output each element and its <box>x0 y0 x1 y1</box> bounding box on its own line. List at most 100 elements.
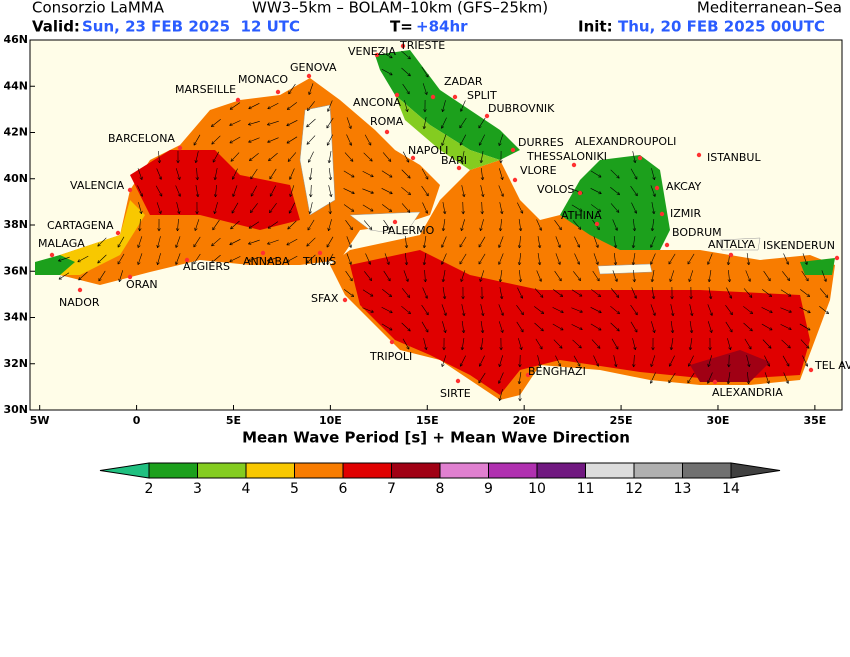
arrow <box>461 185 465 197</box>
arrow <box>498 134 504 146</box>
colorbar-label: 10 <box>528 481 546 497</box>
arrow <box>480 304 484 316</box>
arrow-head <box>211 123 215 128</box>
arrow-head <box>576 261 581 265</box>
city-dot <box>664 242 670 248</box>
city-label: ROMA <box>370 115 404 128</box>
arrow-head <box>728 346 732 350</box>
arrow <box>633 269 635 283</box>
colorbar-box <box>391 462 441 479</box>
city-dot <box>525 372 531 378</box>
colorbar-box <box>197 462 247 479</box>
arrow <box>309 202 313 214</box>
x-tick-label: 5W <box>30 414 50 427</box>
city-dot <box>696 152 702 158</box>
arrow <box>728 270 730 282</box>
arrow-head <box>651 347 655 351</box>
arrow-head <box>407 310 411 315</box>
arrow <box>631 202 637 214</box>
arrow <box>327 134 333 146</box>
arrow <box>610 305 620 315</box>
arrow-head <box>350 208 355 212</box>
city-label: ANCONA <box>353 96 401 109</box>
arrow <box>536 270 542 282</box>
city-label: MALAGA <box>38 237 85 250</box>
arrow <box>650 236 656 248</box>
arrow <box>802 253 808 265</box>
arrow <box>97 254 107 264</box>
arrow <box>343 170 355 178</box>
city-dot <box>260 250 266 256</box>
city-dot <box>275 89 281 95</box>
arrow-head <box>498 363 502 367</box>
arrow-head <box>425 74 429 78</box>
arrow-head <box>77 259 81 263</box>
arrow-head <box>804 363 809 367</box>
arrow-head <box>707 363 711 367</box>
arrow-head <box>404 245 409 249</box>
arrow <box>651 219 655 231</box>
arrow <box>306 237 316 247</box>
arrow <box>499 270 503 282</box>
arrow-head <box>250 175 254 180</box>
arrow-head <box>406 159 410 163</box>
arrow-head <box>213 194 218 198</box>
arrow <box>346 134 352 146</box>
arrow-head <box>726 262 731 266</box>
arrow-head <box>517 262 522 266</box>
arrow-head <box>616 310 620 315</box>
arrow-head <box>690 312 694 317</box>
arrow <box>743 322 753 332</box>
arrow-head <box>407 56 411 60</box>
arrow <box>555 355 561 367</box>
arrow-head <box>462 193 466 198</box>
arrow-head <box>389 55 393 59</box>
arrow <box>537 253 541 265</box>
arrow <box>651 202 655 214</box>
arrow-head <box>459 142 463 146</box>
arrow <box>555 236 561 248</box>
arrow-head <box>614 278 618 282</box>
arrow-head <box>788 293 792 297</box>
arrow <box>289 185 295 197</box>
arrow-head <box>613 245 618 249</box>
arrow <box>139 218 141 232</box>
arrow-head <box>559 345 563 349</box>
arrow-head <box>386 261 390 265</box>
sea-adriatic-light <box>395 95 500 170</box>
arrow <box>422 83 428 95</box>
city-dot <box>127 274 133 280</box>
arrow-head <box>500 329 504 333</box>
arrow <box>401 288 411 298</box>
arrow <box>343 188 355 194</box>
arrow <box>593 236 599 248</box>
arrow-head <box>785 261 790 265</box>
x-tick-label: 0 <box>133 414 141 427</box>
arrow-head <box>212 226 216 231</box>
city-label: TRIESTE <box>399 39 445 52</box>
arrow <box>269 185 277 197</box>
city-label: BARI <box>441 154 467 167</box>
arrow <box>306 135 316 145</box>
city-label: DURRES <box>518 136 564 149</box>
arrow-head <box>389 191 393 195</box>
city-dot <box>455 378 461 384</box>
arrow <box>401 203 411 213</box>
y-tick-label: 42N <box>3 126 28 139</box>
arrow <box>229 239 241 245</box>
corsica-sardinia <box>299 104 336 216</box>
arrow-head <box>286 140 290 144</box>
arrow-head <box>424 346 428 351</box>
arrow <box>267 256 279 262</box>
arrow-head <box>652 312 656 316</box>
city-dot <box>594 221 600 227</box>
arrow-head <box>633 295 637 299</box>
arrow <box>688 270 694 282</box>
city-dot <box>115 230 121 236</box>
arrow-head <box>498 142 502 146</box>
arrow-head <box>632 279 636 283</box>
arrow-head <box>650 261 654 265</box>
x-tick-label: 15E <box>416 414 439 427</box>
arrow-head <box>481 193 485 198</box>
arrow-head <box>500 312 504 316</box>
